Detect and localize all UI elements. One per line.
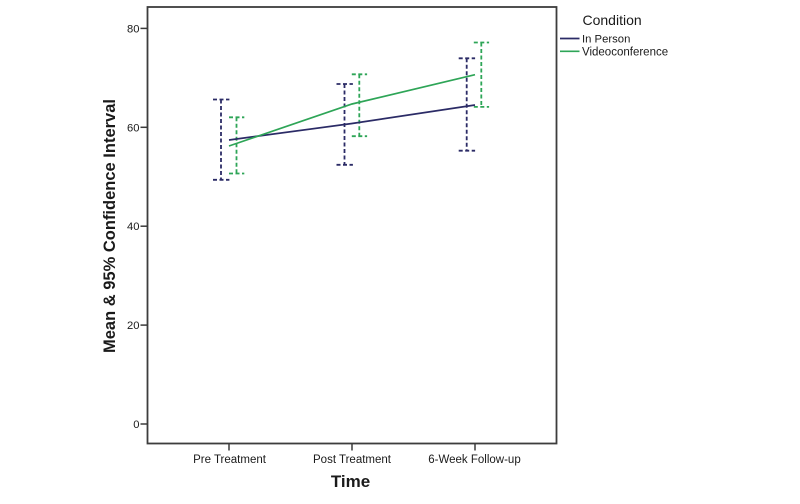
svg-text:60: 60 xyxy=(127,122,139,134)
svg-text:40: 40 xyxy=(127,221,139,233)
svg-text:Videoconference: Videoconference xyxy=(582,47,668,59)
svg-text:Mean & 95% Confidence Interval: Mean & 95% Confidence Interval xyxy=(101,99,119,353)
svg-text:20: 20 xyxy=(127,320,139,332)
svg-text:Pre Treatment: Pre Treatment xyxy=(193,454,267,466)
svg-text:0: 0 xyxy=(133,419,139,431)
svg-text:Condition: Condition xyxy=(583,12,642,28)
svg-text:80: 80 xyxy=(127,23,139,35)
svg-text:In Person: In Person xyxy=(582,34,630,46)
svg-text:Time: Time xyxy=(331,472,370,491)
svg-text:Post Treatment: Post Treatment xyxy=(313,454,392,466)
svg-text:6-Week Follow-up: 6-Week Follow-up xyxy=(428,454,520,466)
